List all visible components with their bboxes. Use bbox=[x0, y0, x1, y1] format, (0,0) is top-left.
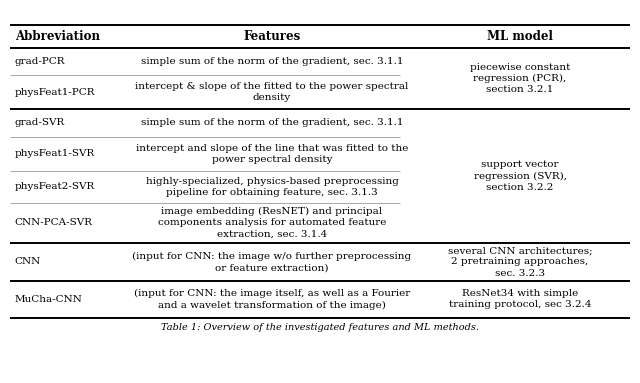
Text: Table 1: Overview of the investigated features and ML methods.: Table 1: Overview of the investigated fe… bbox=[161, 323, 479, 332]
Text: physFeat1-SVR: physFeat1-SVR bbox=[15, 149, 95, 159]
Text: Features: Features bbox=[243, 30, 301, 43]
Text: grad-PCR: grad-PCR bbox=[15, 57, 65, 66]
Text: simple sum of the norm of the gradient, sec. 3.1.1: simple sum of the norm of the gradient, … bbox=[141, 118, 403, 128]
Text: CNN-PCA-SVR: CNN-PCA-SVR bbox=[15, 218, 93, 227]
Text: highly-specialized, physics-based preprocessing
pipeline for obtaining feature, : highly-specialized, physics-based prepro… bbox=[145, 177, 399, 197]
Text: CNN: CNN bbox=[15, 257, 41, 267]
Text: ResNet34 with simple
training protocol, sec 3.2.4: ResNet34 with simple training protocol, … bbox=[449, 289, 591, 309]
Text: MuCha-CNN: MuCha-CNN bbox=[15, 295, 83, 304]
Text: ML model: ML model bbox=[487, 30, 553, 43]
Text: simple sum of the norm of the gradient, sec. 3.1.1: simple sum of the norm of the gradient, … bbox=[141, 57, 403, 66]
Text: support vector
regression (SVR),
section 3.2.2: support vector regression (SVR), section… bbox=[474, 160, 566, 192]
Text: grad-SVR: grad-SVR bbox=[15, 118, 65, 128]
Text: intercept & slope of the fitted to the power spectral
density: intercept & slope of the fitted to the p… bbox=[135, 82, 409, 102]
Text: several CNN architectures;
2 pretraining approaches,
sec. 3.2.3: several CNN architectures; 2 pretraining… bbox=[448, 246, 592, 278]
Text: (input for CNN: the image itself, as well as a Fourier
and a wavelet transformat: (input for CNN: the image itself, as wel… bbox=[134, 289, 410, 309]
Text: piecewise constant
regression (PCR),
section 3.2.1: piecewise constant regression (PCR), sec… bbox=[470, 63, 570, 94]
Text: Abbreviation: Abbreviation bbox=[15, 30, 100, 43]
Text: image embedding (ResNET) and principal
components analysis for automated feature: image embedding (ResNET) and principal c… bbox=[158, 207, 386, 238]
Text: physFeat2-SVR: physFeat2-SVR bbox=[15, 182, 95, 192]
Text: physFeat1-PCR: physFeat1-PCR bbox=[15, 88, 95, 97]
Text: intercept and slope of the line that was fitted to the
power spectral density: intercept and slope of the line that was… bbox=[136, 144, 408, 164]
Text: (input for CNN: the image w/o further preprocessing
or feature extraction): (input for CNN: the image w/o further pr… bbox=[132, 252, 412, 272]
